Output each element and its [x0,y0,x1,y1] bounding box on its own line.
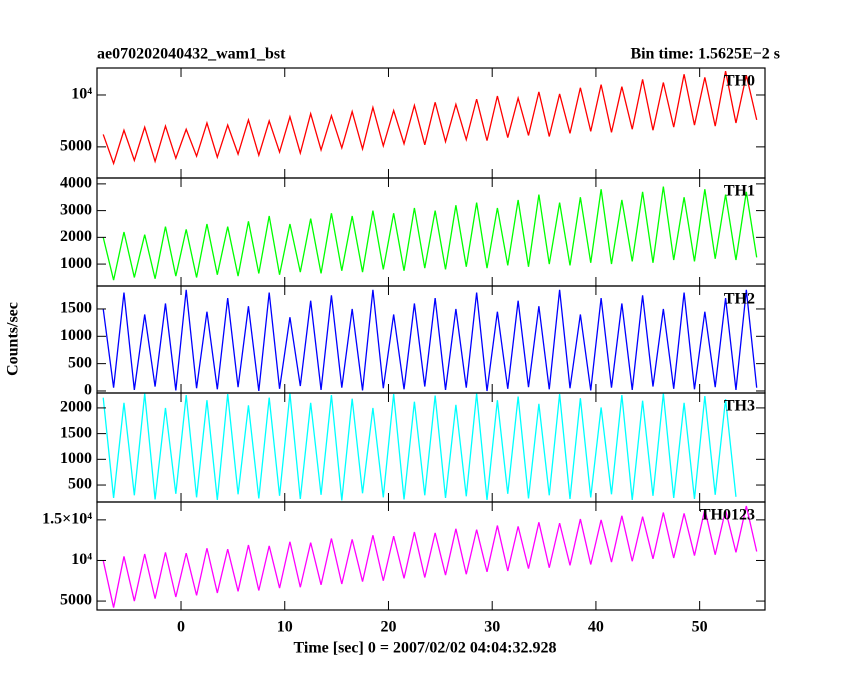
panel-frame [96,501,766,611]
x-tick-label: 0 [177,619,185,636]
y-axis-label: Counts/sec [5,302,22,376]
light-curve [102,289,758,392]
x-tick-label: 40 [588,619,604,636]
chart-title: ae070202040432_wam1_bst [97,46,286,63]
y-tick-label: 5000 [60,138,92,155]
y-tick-label: 5000 [60,592,92,609]
y-tick-label: 10⁴ [71,86,92,103]
x-axis-label: Time [sec] 0 = 2007/02/02 04:04:32.928 [293,640,556,657]
panel-label: TH3 [724,398,755,415]
panel-label: TH0 [724,73,755,90]
x-tick-label: 50 [692,619,708,636]
x-tick-label: 20 [380,619,396,636]
y-tick-label: 500 [68,354,92,371]
y-tick-label: 3000 [60,201,92,218]
panel-label: TH2 [724,291,755,308]
panel-label: TH1 [724,183,755,200]
x-tick-label: 30 [484,619,500,636]
y-tick-label: 500 [68,476,92,493]
y-tick-label: 0 [84,382,92,399]
light-curve [102,70,758,166]
y-tick-label: 1000 [60,327,92,344]
y-tick-label: 2000 [60,399,92,416]
y-tick-label: 1000 [60,255,92,272]
y-tick-label: 4000 [60,175,92,192]
y-tick-label: 1500 [60,300,92,317]
chart-subtitle: Bin time: 1.5625E−2 s [630,46,780,63]
y-tick-label: 1.5×10⁴ [42,511,92,528]
light-curve [102,186,758,281]
y-tick-label: 1000 [60,450,92,467]
y-tick-label: 10⁴ [71,551,92,568]
light-curve [102,393,737,501]
panel-label: TH0123 [700,507,755,524]
y-tick-label: 1500 [60,424,92,441]
x-tick-label: 10 [277,619,293,636]
y-tick-label: 2000 [60,228,92,245]
light-curve [102,505,758,608]
